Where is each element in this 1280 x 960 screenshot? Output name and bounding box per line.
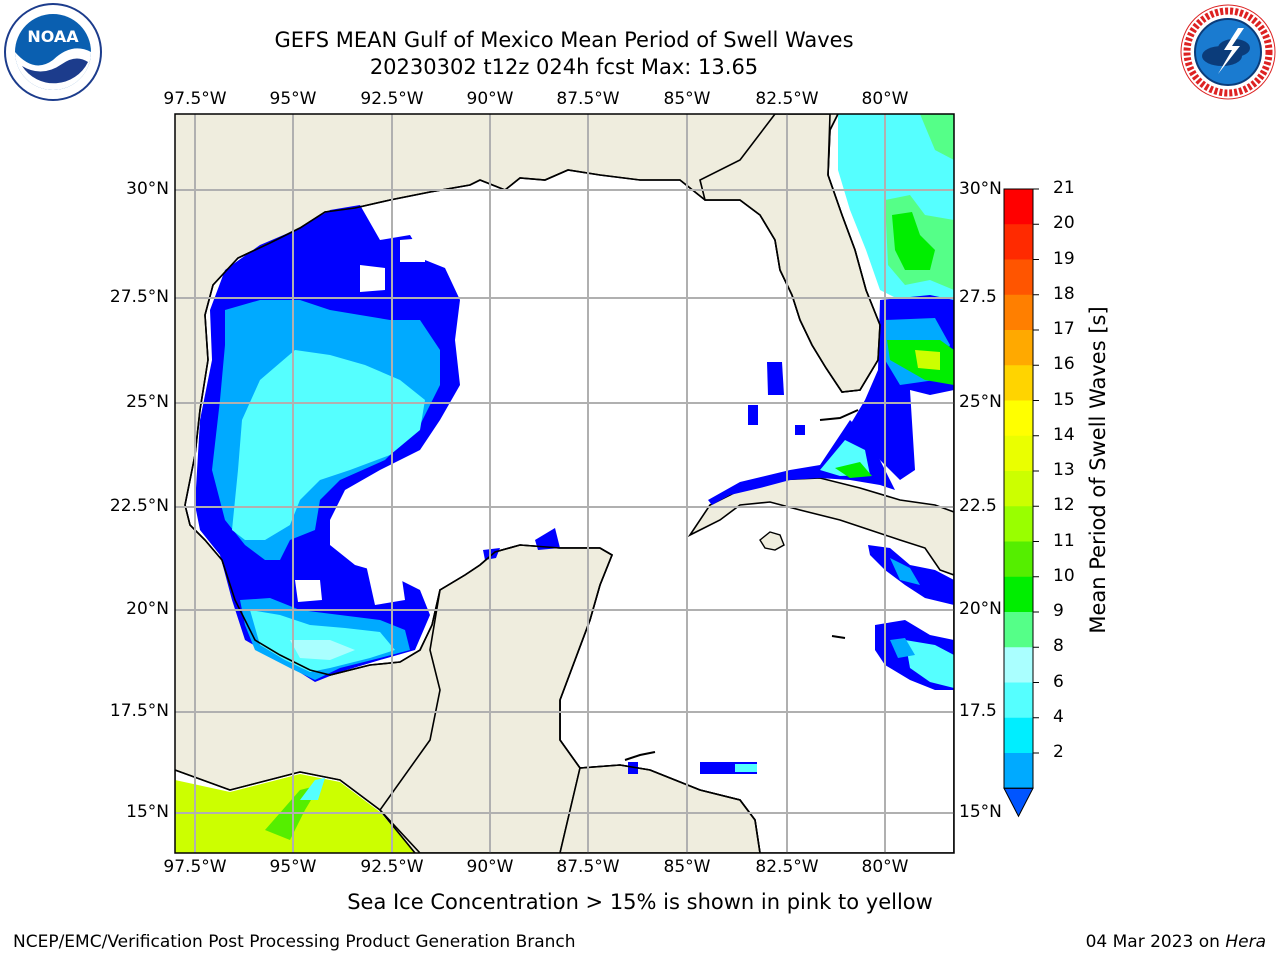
lat-label-right: 17.5 (959, 701, 997, 721)
noaa-logo: NOAA (4, 3, 102, 101)
lon-label-top: 95°W (269, 89, 317, 109)
lon-label-bottom: 85°W (663, 857, 711, 877)
lon-label-top: 87.5°W (556, 89, 620, 109)
nws-logo (1180, 4, 1276, 100)
colorbar-tick-label: 19 (1053, 248, 1075, 269)
colorbar-segment (1004, 647, 1033, 683)
colorbar-tick-label: 20 (1053, 213, 1075, 234)
colorbar-segment (1004, 682, 1033, 719)
lat-label-right: 30°N (959, 179, 1002, 199)
colorbar-tick-label: 17 (1053, 319, 1075, 339)
lon-label-top: 80°W (861, 89, 909, 109)
colorbar-segment (1004, 471, 1033, 507)
lat-label-left: 22.5°N (109, 496, 169, 516)
colorbar-tick-label: 21 (1053, 178, 1075, 198)
colorbar-frame (1003, 188, 1034, 789)
colorbar-segment (1004, 330, 1033, 366)
lon-label-top: 97.5°W (163, 89, 227, 109)
map-frame (174, 113, 955, 854)
lat-label-left: 25°N (126, 392, 169, 412)
map-title: GEFS MEAN Gulf of Mexico Mean Period of … (274, 28, 854, 52)
colorbar-tick-label: 11 (1053, 530, 1075, 551)
colorbar-tick-label: 16 (1053, 354, 1075, 375)
colorbar-segment (1004, 506, 1033, 542)
colorbar-tick-label: 14 (1053, 424, 1075, 445)
colorbar-tick-label: 18 (1053, 283, 1075, 304)
lon-label-top: 85°W (663, 89, 711, 109)
lat-label-right: 22.5 (959, 496, 997, 516)
date-text: 04 Mar 2023 on Hera (1085, 932, 1266, 952)
lat-label-left: 20°N (126, 599, 169, 619)
colorbar-tick-label: 2 (1053, 742, 1064, 762)
island-juventud (759, 531, 785, 551)
colorbar-segment (1004, 224, 1033, 260)
colorbar-segment (1004, 294, 1033, 331)
lat-label-left: 30°N (126, 179, 169, 199)
map-gridlines (175, 114, 954, 853)
colorbar-segment (1004, 259, 1033, 296)
colorbar-tick-label: 10 (1053, 565, 1075, 586)
lat-label-right: 25°N (959, 392, 1002, 412)
lon-label-bottom: 95°W (269, 857, 317, 877)
lat-label-left: 27.5°N (109, 287, 169, 307)
lon-label-bottom: 92.5°W (360, 857, 424, 877)
lon-label-top: 90°W (466, 89, 514, 109)
lon-label-bottom: 87.5°W (556, 857, 620, 877)
lon-label-bottom: 80°W (861, 857, 909, 877)
credit-text: NCEP/EMC/Verification Post Processing Pr… (13, 932, 576, 952)
colorbar-tick-label: 13 (1053, 460, 1075, 480)
lat-label-left: 15°N (126, 802, 169, 822)
colorbar-tick-label: 4 (1053, 706, 1064, 727)
colorbar-tick-label: 15 (1053, 389, 1075, 410)
colorbar-tick-label: 6 (1053, 671, 1064, 692)
lon-label-bottom: 97.5°W (163, 857, 227, 877)
lon-label-bottom: 90°W (466, 857, 514, 877)
lon-label-bottom: 82.5°W (755, 857, 819, 877)
colorbar (1003, 188, 1039, 818)
colorbar-label: Mean Period of Swell Waves [s] (1086, 306, 1110, 634)
noaa-logo-text: NOAA (27, 27, 79, 46)
colorbar-segment (1004, 365, 1033, 401)
colorbar-segment (1004, 612, 1033, 648)
host-name: Hera (1225, 932, 1266, 952)
colorbar-extend-triangle (1003, 787, 1034, 818)
colorbar-segment (1004, 717, 1033, 754)
swell-cyan-west (232, 350, 425, 540)
lon-label-top: 82.5°W (755, 89, 819, 109)
colorbar-segment (1004, 400, 1033, 437)
lat-label-right: 20°N (959, 599, 1002, 619)
colorbar-segment (1004, 541, 1033, 578)
colorbar-tick-label: 12 (1053, 495, 1075, 516)
sea-ice-note: Sea Ice Concentration > 15% is shown in … (347, 890, 933, 914)
lat-label-right: 15°N (959, 802, 1002, 822)
lat-label-left: 17.5°N (109, 701, 169, 721)
colorbar-tick-label: 8 (1053, 636, 1064, 657)
colorbar-segment (1004, 753, 1033, 789)
lat-label-right: 27.5 (959, 287, 997, 307)
swell-straits (708, 420, 895, 505)
map-subtitle: 20230302 t12z 024h fcst Max: 13.65 (369, 55, 759, 79)
colorbar-segment (1004, 435, 1033, 472)
lon-label-top: 92.5°W (360, 89, 424, 109)
colorbar-segment (1004, 576, 1033, 613)
colorbar-segment (1004, 189, 1033, 225)
colorbar-tick-label: 9 (1053, 601, 1064, 621)
